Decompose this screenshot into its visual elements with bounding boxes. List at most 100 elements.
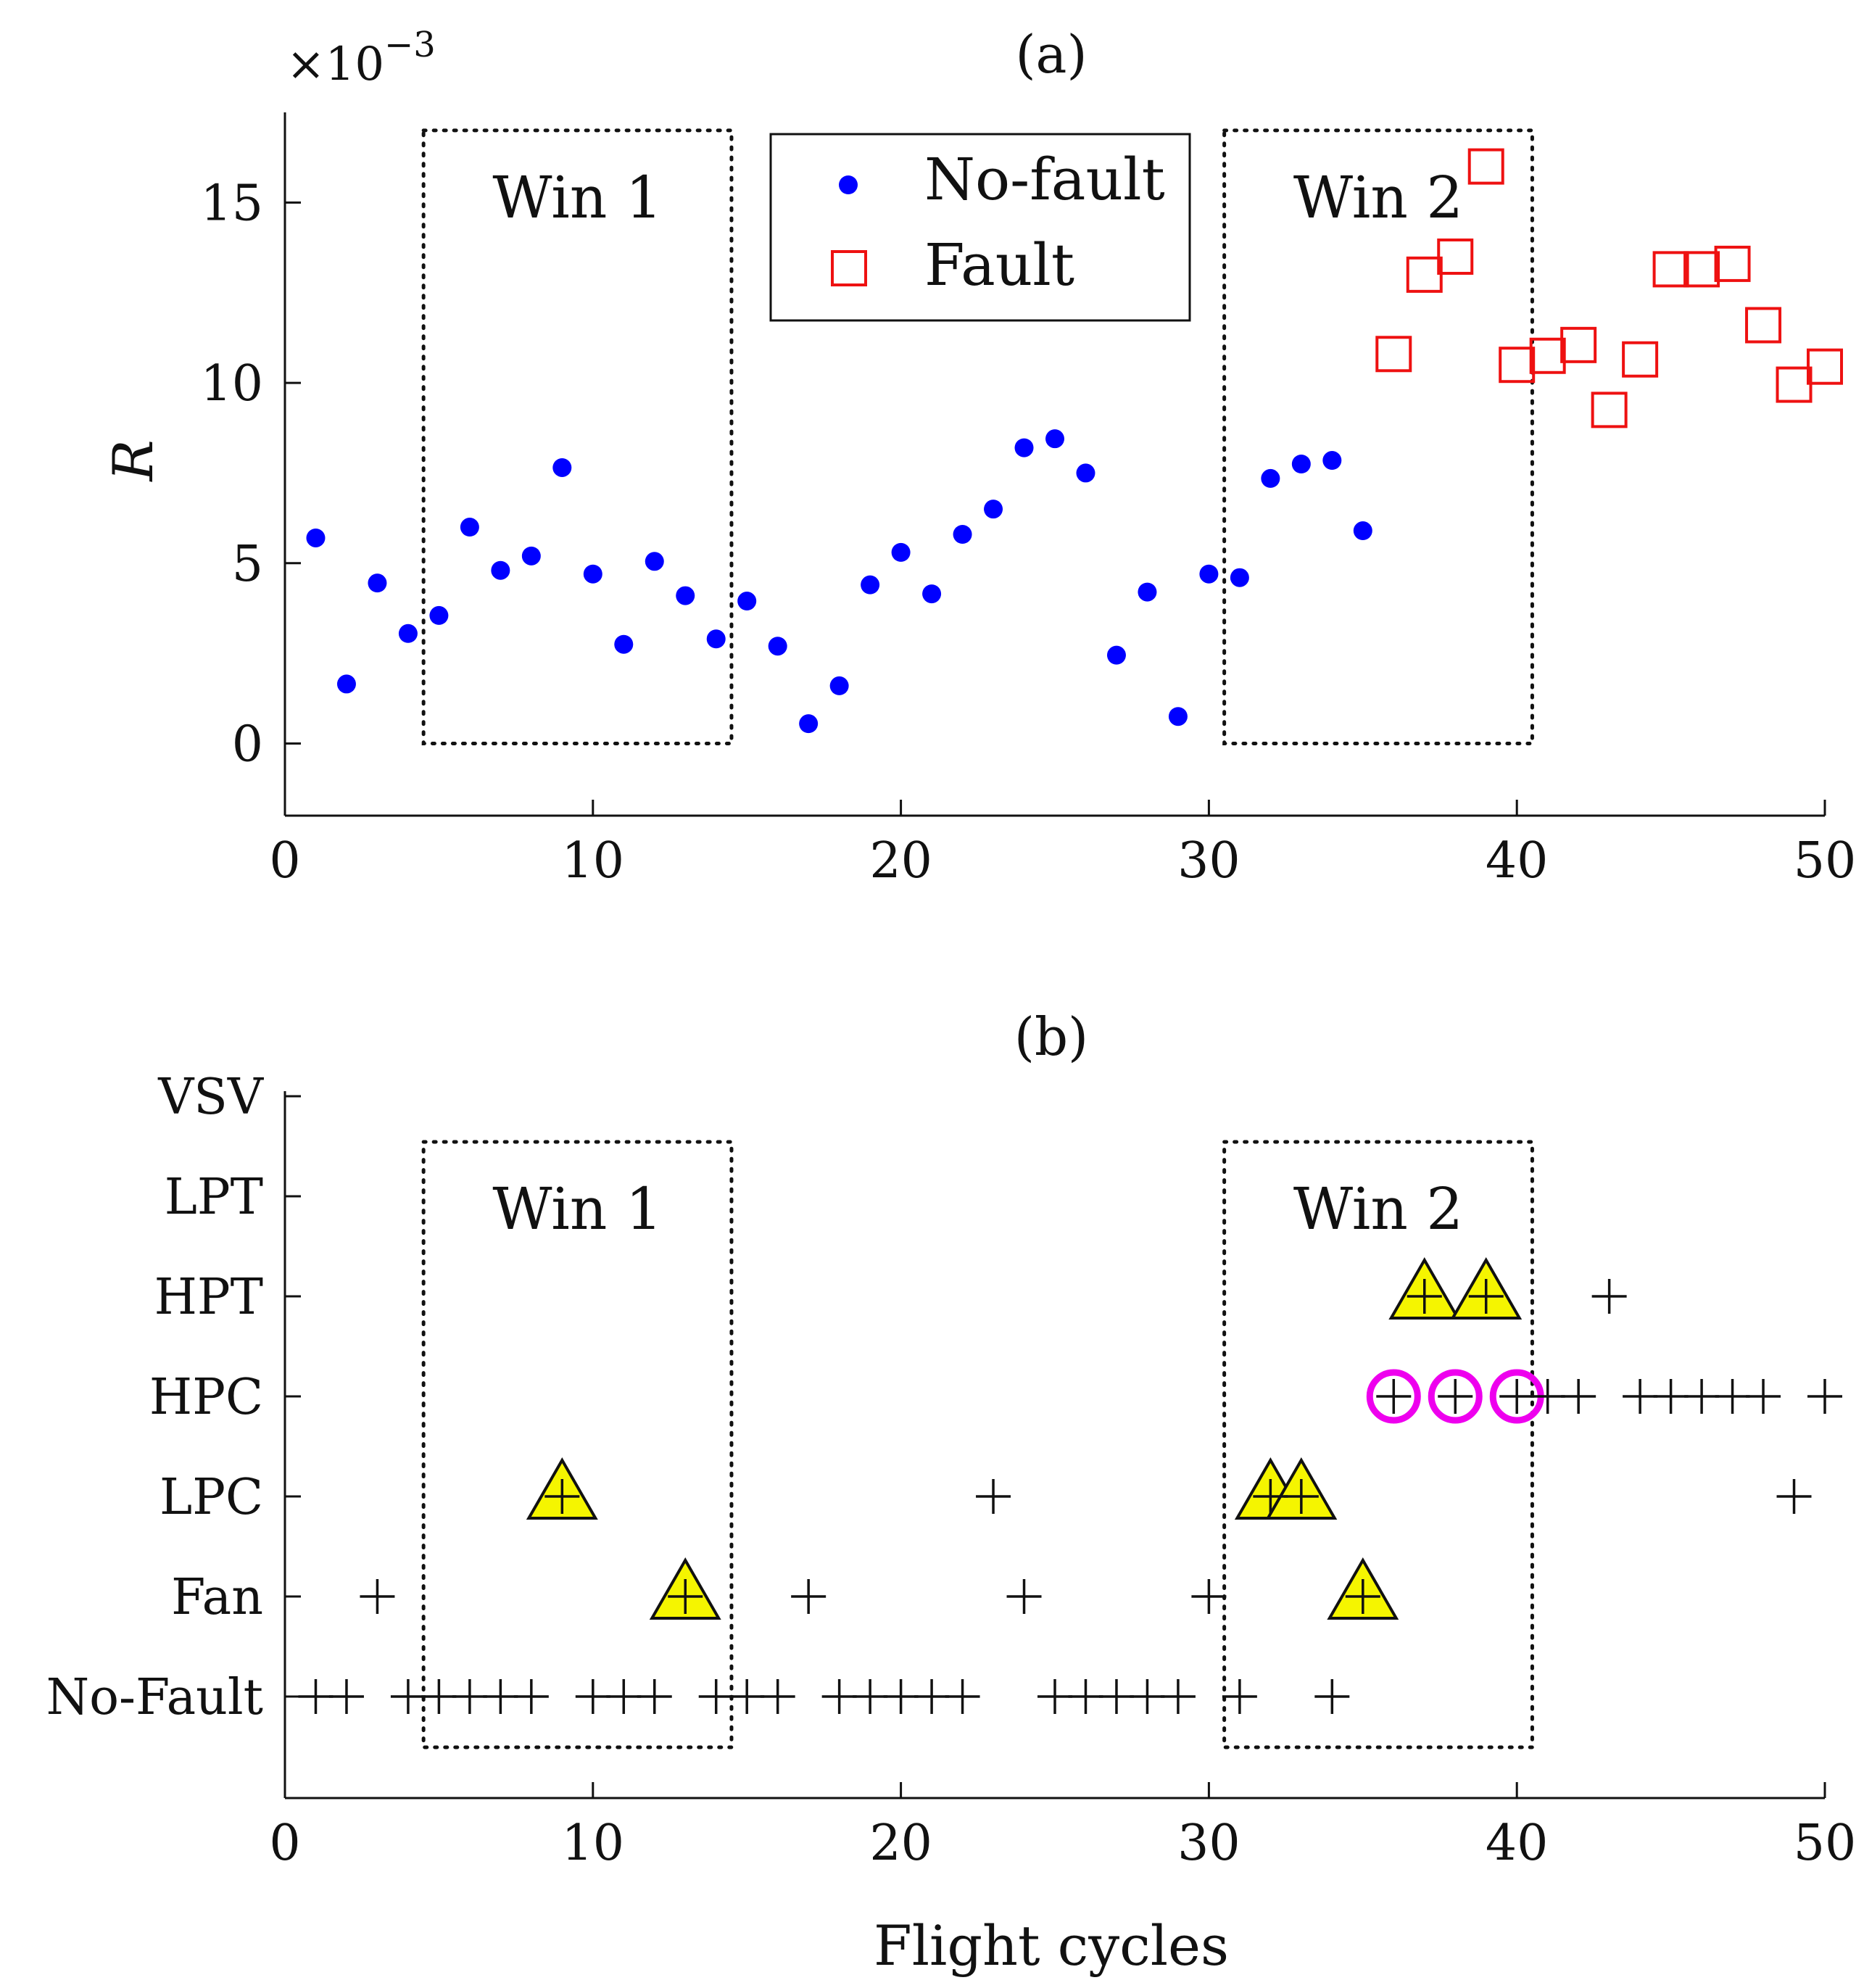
- classification-marker: [1006, 1579, 1042, 1614]
- circle-highlight: [1366, 1369, 1421, 1424]
- category-label: Fan: [171, 1569, 263, 1626]
- no-fault-point: [706, 629, 726, 649]
- window-1-box: [421, 128, 734, 746]
- b-x-tick-label: 50: [1794, 1815, 1857, 1872]
- no-fault-point: [829, 676, 849, 695]
- x-axis-label: Flight cycles: [874, 1913, 1229, 1978]
- b-window-2-box: [1222, 1140, 1534, 1749]
- no-fault-point: [1168, 707, 1188, 726]
- panel-a-title: (a): [1015, 24, 1087, 85]
- no-fault-point: [645, 552, 664, 571]
- classification-marker: [760, 1679, 795, 1714]
- a-x-tick-label: 50: [1794, 832, 1857, 890]
- classification-marker: [483, 1679, 518, 1714]
- no-fault-point: [737, 592, 757, 611]
- category-label: VSV: [157, 1069, 265, 1126]
- y-exponent-label: ×10−3: [286, 25, 436, 91]
- a-y-tick-label: 10: [200, 355, 263, 413]
- classification-marker: [791, 1579, 827, 1614]
- classification-marker: [1068, 1679, 1103, 1714]
- no-fault-point: [861, 575, 880, 595]
- classification-marker: [1715, 1379, 1750, 1414]
- legend: No-fault Fault: [769, 133, 1191, 322]
- fault-point: [1591, 392, 1628, 428]
- classification-marker: [575, 1679, 610, 1714]
- classification-marker: [1776, 1479, 1812, 1514]
- classification-marker: [1314, 1679, 1350, 1714]
- a-y-tick-label: 15: [200, 175, 263, 232]
- classification-marker: [1253, 1479, 1288, 1514]
- classification-marker: [298, 1679, 334, 1714]
- no-fault-point: [768, 637, 787, 656]
- no-fault-point: [953, 525, 972, 544]
- legend-box: [769, 133, 1191, 322]
- svg-text:×10−3: ×10−3: [286, 25, 436, 91]
- panel-b: (b) Flight cycles Win 1 Win 2 0 10 20 30 40 50…: [46, 1006, 1857, 1978]
- no-fault-point: [1106, 645, 1126, 665]
- panel-a: (a) ×10−3 R Win 1 Win 2 0 10 20 30 40 50 0 5 10 15…: [101, 24, 1856, 890]
- no-fault-point: [1138, 582, 1157, 602]
- classification-marker: [1561, 1379, 1596, 1414]
- classification-marker: [1160, 1679, 1196, 1714]
- a-y-tick-label: 0: [232, 716, 263, 774]
- classification-marker: [1098, 1679, 1134, 1714]
- b-window-1-box: [421, 1140, 734, 1749]
- legend-fault-label: Fault: [924, 231, 1074, 299]
- a-x-tick-label: 40: [1486, 832, 1549, 890]
- classification-marker: [945, 1679, 980, 1714]
- a-y-tick-label: 5: [232, 536, 263, 593]
- no-fault-point: [1076, 463, 1095, 483]
- classification-marker: [452, 1679, 487, 1714]
- b-x-tick-label: 20: [869, 1815, 932, 1872]
- classification-marker: [729, 1679, 765, 1714]
- a-x-tick-label: 30: [1177, 832, 1240, 890]
- circle-highlight: [1428, 1369, 1483, 1424]
- b-x-tick-label: 10: [562, 1815, 625, 1872]
- panel-b-title: (b): [1014, 1006, 1088, 1067]
- a-x-tick-label: 20: [869, 832, 932, 890]
- classification-marker: [1530, 1379, 1565, 1414]
- classification-marker: [853, 1679, 888, 1714]
- legend-no-fault-label: No-fault: [924, 146, 1165, 213]
- classification-marker: [328, 1679, 364, 1714]
- no-fault-point: [1045, 429, 1064, 449]
- no-fault-point: [1199, 564, 1219, 584]
- a-axes: 0 10 20 30 40 50 0 5 10 15: [200, 112, 1856, 890]
- fault-point: [1560, 326, 1597, 363]
- b-points: [298, 1256, 1842, 1714]
- no-fault-point: [1014, 438, 1034, 457]
- no-fault-point: [336, 674, 356, 694]
- classification-marker: [513, 1679, 549, 1714]
- no-fault-point: [306, 528, 326, 547]
- no-fault-point: [491, 560, 510, 580]
- a-x-tick-label: 0: [269, 832, 300, 890]
- classification-marker: [668, 1579, 703, 1614]
- classification-marker: [1746, 1379, 1781, 1414]
- fault-point: [1437, 238, 1474, 275]
- b-window-1-label: Win 1: [492, 1175, 662, 1243]
- fault-point: [1807, 348, 1843, 385]
- fault-point: [1714, 245, 1751, 282]
- classification-marker: [360, 1579, 395, 1614]
- classification-marker: [390, 1679, 426, 1714]
- no-fault-point: [799, 714, 819, 734]
- y-exponent-power: −3: [384, 25, 436, 65]
- fault-point: [1745, 307, 1782, 344]
- classification-marker: [421, 1679, 457, 1714]
- classification-marker: [1407, 1279, 1442, 1314]
- classification-marker: [1468, 1279, 1504, 1314]
- classification-marker: [544, 1479, 580, 1514]
- b-x-tick-label: 0: [269, 1815, 300, 1872]
- classification-marker: [606, 1679, 642, 1714]
- a-windows: Win 1 Win 2: [421, 128, 1534, 746]
- legend-no-fault-marker: [839, 175, 858, 194]
- no-fault-point: [676, 586, 695, 605]
- classification-marker: [1499, 1379, 1535, 1414]
- no-fault-point: [1230, 568, 1249, 587]
- classification-marker: [1283, 1479, 1319, 1514]
- y-axis-label-r: R: [101, 439, 165, 482]
- fault-point: [1406, 256, 1443, 293]
- no-fault-point: [368, 573, 387, 593]
- category-label: HPC: [149, 1369, 263, 1426]
